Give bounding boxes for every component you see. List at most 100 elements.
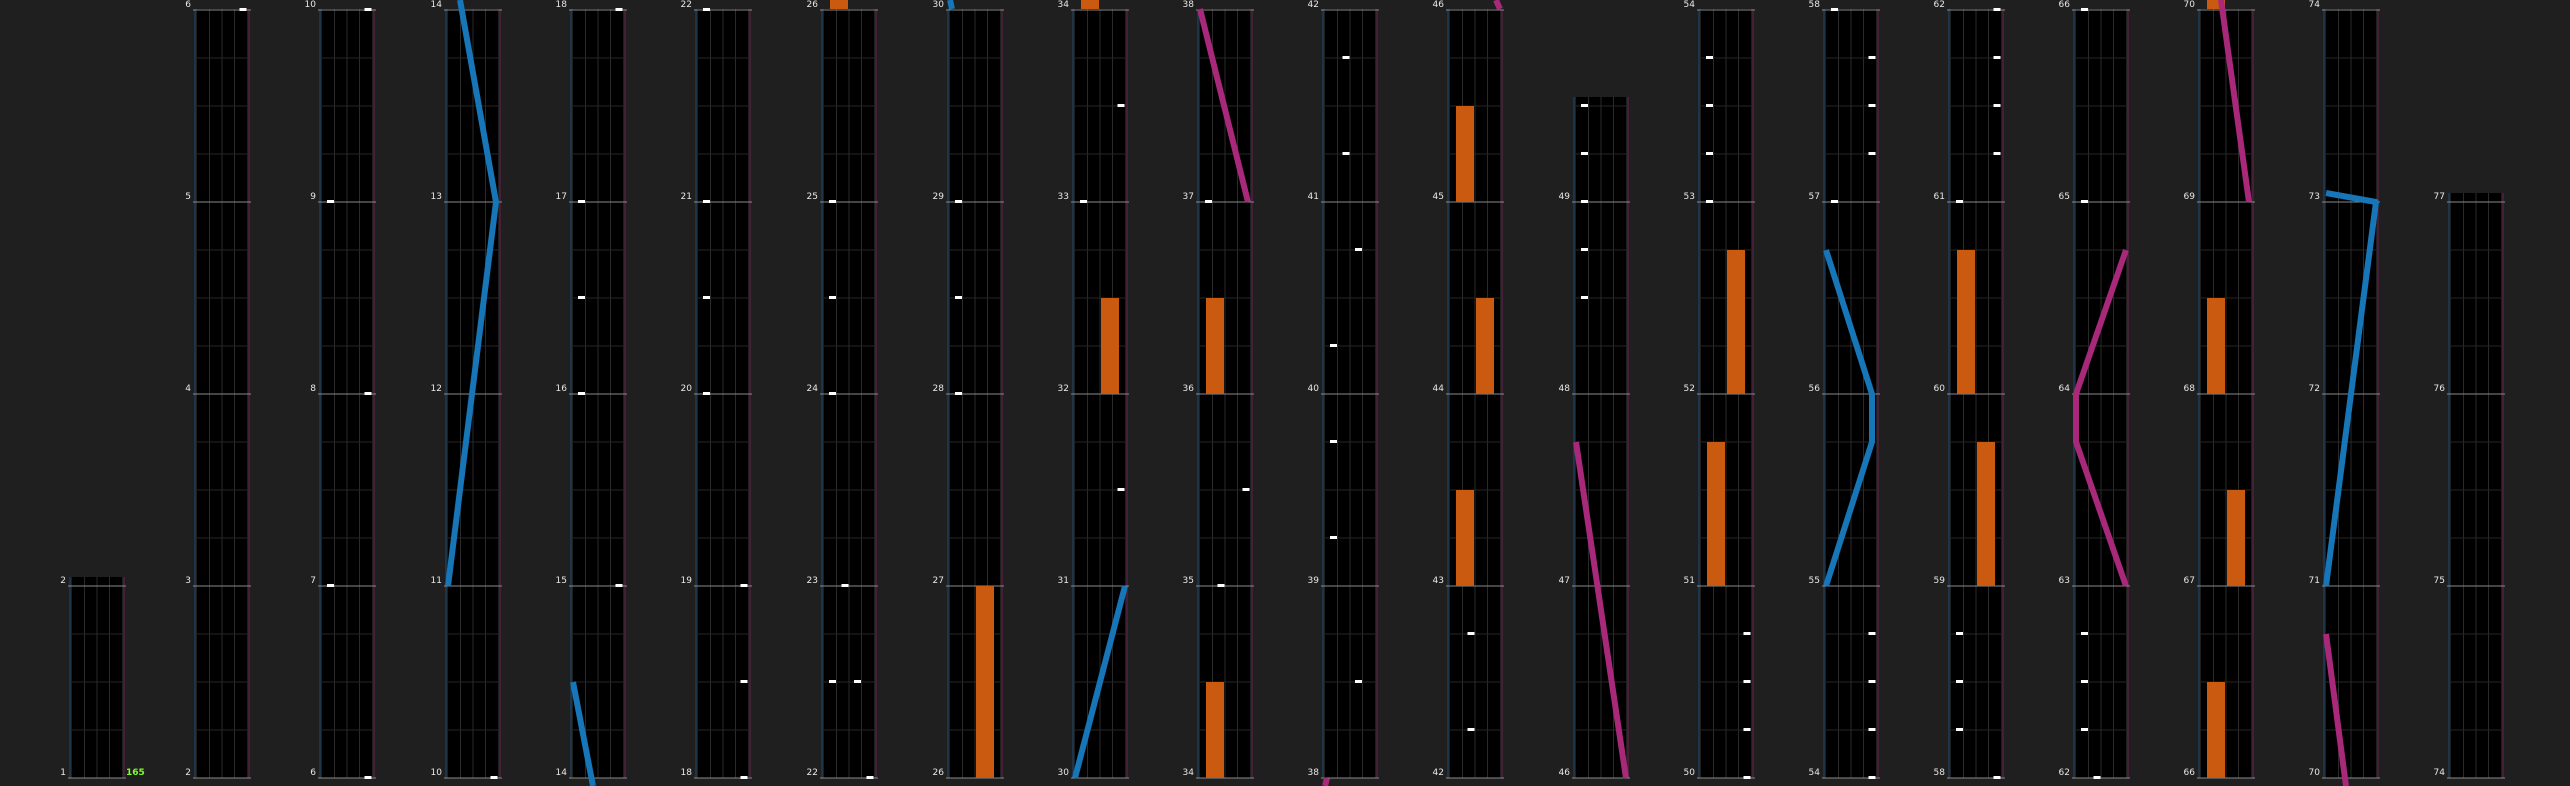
lane-column-13 (1572, 97, 1630, 779)
bt-chip-note (1868, 152, 1876, 155)
bt-chip-note (1743, 632, 1751, 635)
bt-chip-note (1581, 296, 1588, 299)
lane-column-3 (318, 9, 376, 779)
measure-number: 74 (2434, 768, 2446, 778)
measure-number: 36 (1183, 384, 1195, 394)
bt-chip-note (364, 776, 372, 779)
measure-number: 55 (1809, 576, 1820, 586)
measure-number: 67 (2184, 576, 2195, 586)
laser-segment (2073, 249, 2129, 587)
bt-chip-note (1706, 152, 1713, 155)
bt-chip-note (364, 8, 372, 11)
measure-number: 45 (1433, 192, 1444, 202)
measure-number: 75 (2434, 576, 2445, 586)
measure-number: 58 (1809, 0, 1821, 10)
bt-chip-note (1868, 632, 1876, 635)
measure-number: 10 (431, 768, 443, 778)
bt-chip-note (1205, 200, 1212, 203)
bt-chip-note (615, 584, 623, 587)
bt-chip-note (327, 200, 334, 203)
bt-chip-note (1706, 104, 1713, 107)
measure-number: 32 (1058, 384, 1069, 394)
bt-chip-note (1706, 200, 1713, 203)
laser-segment (2323, 633, 2349, 786)
measure-number: 58 (1934, 768, 1946, 778)
bt-chip-note (1581, 104, 1588, 107)
measure-number: 14 (431, 0, 443, 10)
bt-chip-note (1993, 8, 2001, 11)
measure-number: 62 (2059, 768, 2070, 778)
laser-segment (1197, 8, 1251, 203)
bt-chip-note (1581, 152, 1588, 155)
measure-number: 74 (2309, 0, 2321, 10)
bt-chip-note (2081, 8, 2088, 11)
lane-column-6 (694, 9, 752, 779)
bt-chip-note (1217, 584, 1225, 587)
bt-chip-note (1831, 200, 1838, 203)
bt-chip-note (1956, 632, 1963, 635)
fx-hold-note (2227, 490, 2245, 586)
measure-number: 2 (185, 768, 191, 778)
measure-number: 25 (807, 192, 818, 202)
measure-number: 54 (1684, 0, 1696, 10)
measure-number: 57 (1809, 192, 1820, 202)
bt-chip-note (955, 392, 962, 395)
measure-number: 18 (681, 768, 693, 778)
measure-number: 24 (807, 384, 819, 394)
bt-chip-note (829, 200, 836, 203)
measure-number: 15 (556, 576, 567, 586)
measure-number: 77 (2434, 192, 2445, 202)
bt-chip-note (703, 392, 710, 395)
measure-number: 39 (1308, 576, 1320, 586)
bt-chip-note (829, 680, 836, 683)
measure-number: 21 (681, 192, 692, 202)
fx-hold-note (2207, 298, 2225, 394)
fx-hold-note (1957, 250, 1975, 394)
lane-column-5 (569, 9, 627, 779)
measure-number: 61 (1934, 192, 1945, 202)
measure-number: 63 (2059, 576, 2070, 586)
fx-hold-note (1727, 250, 1745, 394)
bt-chip-note (703, 200, 710, 203)
bt-chip-note (327, 584, 334, 587)
bt-chip-note (1956, 680, 1963, 683)
measure-number: 16 (556, 384, 568, 394)
fx-hold-note (1206, 298, 1224, 394)
bt-chip-note (1868, 776, 1876, 779)
measure-number: 44 (1433, 384, 1445, 394)
measure-number: 34 (1183, 768, 1195, 778)
bt-chip-note (1467, 728, 1475, 731)
measure-number: 30 (1058, 768, 1070, 778)
fx-hold-note (1977, 442, 1995, 586)
measure-number: 65 (2059, 192, 2070, 202)
measure-number: 42 (1308, 0, 1319, 10)
bt-chip-note (1956, 200, 1963, 203)
bt-chip-note (1868, 56, 1876, 59)
fx-hold-note (1456, 106, 1474, 202)
measure-number: 17 (556, 192, 567, 202)
bt-chip-note (1467, 632, 1475, 635)
bt-chip-note (2081, 728, 2088, 731)
fx-hold-note (830, 0, 848, 9)
measure-number: 26 (933, 768, 945, 778)
bt-chip-note (1117, 488, 1125, 491)
measure-number: 53 (1684, 192, 1695, 202)
lane-column-14 (1697, 9, 1755, 779)
bt-chip-note (364, 392, 372, 395)
bt-chip-note (1743, 728, 1751, 731)
bt-chip-note (854, 680, 861, 683)
measure-number: 22 (681, 0, 692, 10)
bt-chip-note (829, 392, 836, 395)
measure-number: 37 (1183, 192, 1194, 202)
fx-hold-note (976, 586, 994, 778)
bt-chip-note (239, 8, 247, 11)
bt-chip-note (578, 296, 585, 299)
laser-segment (445, 0, 499, 587)
measure-number: 52 (1684, 384, 1695, 394)
measure-number: 2 (60, 576, 66, 586)
bt-chip-note (1993, 104, 2001, 107)
measure-number: 40 (1308, 384, 1320, 394)
laser-segment (1072, 585, 1128, 779)
bt-chip-note (1330, 536, 1337, 539)
